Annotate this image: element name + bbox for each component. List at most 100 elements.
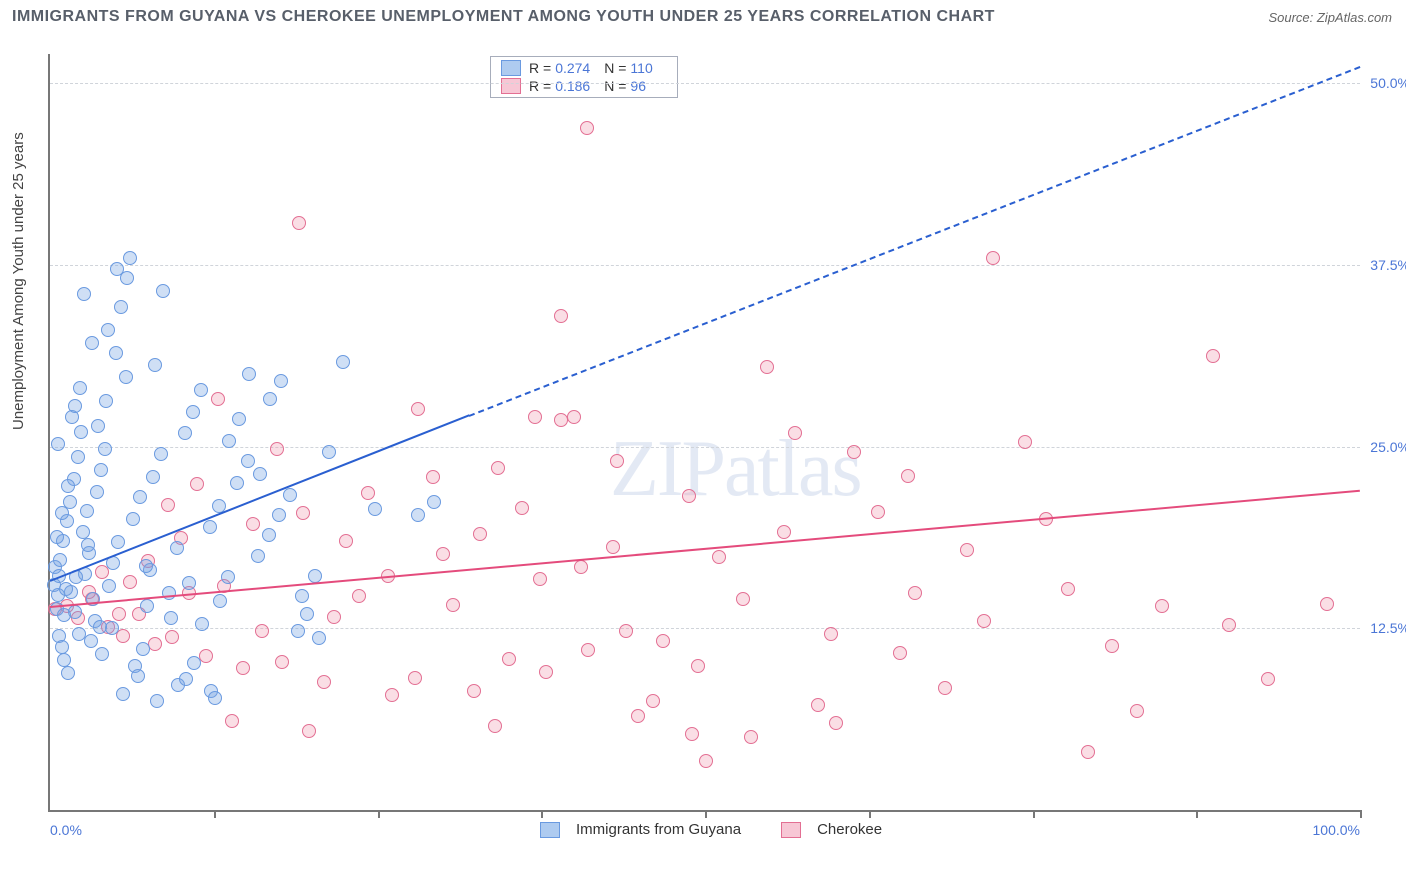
data-point	[194, 383, 208, 397]
data-point	[1130, 704, 1144, 718]
y-tick-label: 12.5%	[1366, 620, 1406, 636]
data-point	[427, 495, 441, 509]
trend-line	[50, 490, 1360, 608]
y-tick-label: 25.0%	[1366, 439, 1406, 455]
data-point	[312, 631, 326, 645]
x-tick-mark	[378, 810, 380, 818]
data-point	[111, 535, 125, 549]
data-point	[272, 508, 286, 522]
data-point	[55, 640, 69, 654]
data-point	[109, 346, 123, 360]
data-point	[824, 627, 838, 641]
swatch-icon	[501, 60, 521, 76]
data-point	[1206, 349, 1220, 363]
data-point	[263, 392, 277, 406]
data-point	[291, 624, 305, 638]
data-point	[712, 550, 726, 564]
data-point	[646, 694, 660, 708]
gridline	[50, 447, 1360, 448]
data-point	[140, 599, 154, 613]
data-point	[112, 607, 126, 621]
data-point	[61, 666, 75, 680]
series-legend: Immigrants from Guyana Cherokee	[540, 821, 882, 838]
data-point	[533, 572, 547, 586]
data-point	[146, 470, 160, 484]
data-point	[178, 426, 192, 440]
chart-title: IMMIGRANTS FROM GUYANA VS CHEROKEE UNEMP…	[12, 8, 995, 26]
gridline	[50, 628, 1360, 629]
data-point	[426, 470, 440, 484]
data-point	[57, 653, 71, 667]
data-point	[336, 355, 350, 369]
data-point	[619, 624, 633, 638]
data-point	[275, 655, 289, 669]
x-min-label: 0.0%	[50, 822, 82, 838]
data-point	[760, 360, 774, 374]
legend-item-guyana: Immigrants from Guyana	[540, 821, 741, 838]
data-point	[150, 694, 164, 708]
data-point	[187, 656, 201, 670]
data-point	[203, 520, 217, 534]
data-point	[322, 445, 336, 459]
data-point	[136, 642, 150, 656]
y-tick-label: 50.0%	[1366, 75, 1406, 91]
data-point	[581, 643, 595, 657]
r-label: R =	[529, 78, 551, 94]
data-point	[411, 508, 425, 522]
trend-line	[469, 66, 1361, 417]
data-point	[938, 681, 952, 695]
legend-row-guyana: R = 0.274 N = 110	[491, 59, 677, 77]
data-point	[164, 611, 178, 625]
data-point	[139, 559, 153, 573]
data-point	[811, 698, 825, 712]
swatch-icon	[540, 822, 560, 838]
data-point	[156, 284, 170, 298]
data-point	[102, 579, 116, 593]
data-point	[744, 730, 758, 744]
data-point	[71, 450, 85, 464]
data-point	[1155, 599, 1169, 613]
data-point	[154, 447, 168, 461]
data-point	[292, 216, 306, 230]
data-point	[80, 504, 94, 518]
data-point	[255, 624, 269, 638]
data-point	[262, 528, 276, 542]
data-point	[182, 576, 196, 590]
data-point	[446, 598, 460, 612]
data-point	[123, 251, 137, 265]
data-point	[242, 367, 256, 381]
data-point	[699, 754, 713, 768]
chart-container: { "title": "IMMIGRANTS FROM GUYANA VS CH…	[0, 0, 1406, 892]
data-point	[59, 582, 73, 596]
data-point	[116, 687, 130, 701]
data-point	[74, 425, 88, 439]
data-point	[488, 719, 502, 733]
data-point	[186, 405, 200, 419]
x-tick-mark	[541, 810, 543, 818]
data-point	[986, 251, 1000, 265]
data-point	[91, 419, 105, 433]
data-point	[502, 652, 516, 666]
x-tick-mark	[1033, 810, 1035, 818]
data-point	[73, 381, 87, 395]
data-point	[610, 454, 624, 468]
data-point	[93, 620, 107, 634]
data-point	[76, 525, 90, 539]
data-point	[211, 392, 225, 406]
gridline	[50, 265, 1360, 266]
data-point	[283, 488, 297, 502]
data-point	[1018, 435, 1032, 449]
data-point	[385, 688, 399, 702]
data-point	[236, 661, 250, 675]
data-point	[467, 684, 481, 698]
data-point	[85, 336, 99, 350]
data-point	[847, 445, 861, 459]
data-point	[131, 669, 145, 683]
x-tick-mark	[214, 810, 216, 818]
data-point	[50, 530, 64, 544]
data-point	[123, 575, 137, 589]
x-tick-mark	[869, 810, 871, 818]
data-point	[1222, 618, 1236, 632]
data-point	[199, 649, 213, 663]
data-point	[829, 716, 843, 730]
